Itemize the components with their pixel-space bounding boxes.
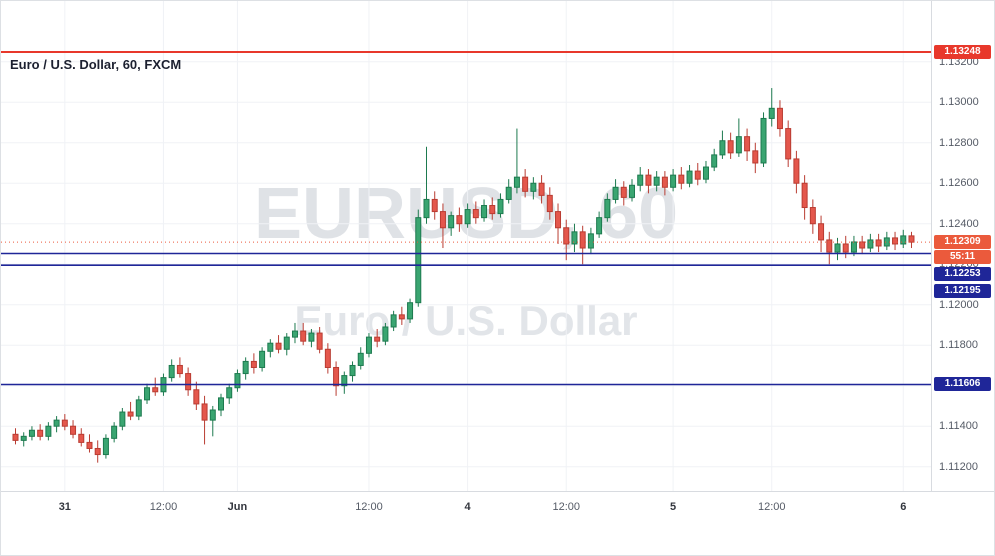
time-tick-label: 12:00	[355, 501, 383, 513]
price-axis[interactable]: 1.13248 1.12309 55:11 1.12253 1.12195 1.…	[931, 1, 994, 491]
time-tick-label: 12:00	[149, 501, 178, 513]
candles-layer	[12, 88, 915, 463]
levels-layer[interactable]	[1, 51, 931, 386]
price-chart[interactable]	[1, 1, 931, 491]
last-price-label: 1.12309	[934, 235, 991, 250]
price-tick-label: 1.11400	[939, 420, 978, 433]
price-tick-label: 1.12600	[939, 177, 979, 190]
time-tick-label: 6	[900, 501, 907, 513]
grid-layer	[1, 1, 931, 491]
time-tick-label: 5	[670, 501, 677, 513]
resistance-price-label[interactable]: 1.13248	[934, 45, 991, 60]
time-tick-label: 12:00	[757, 501, 786, 513]
time-tick-label: 4	[464, 501, 471, 513]
support-price-label[interactable]: 1.12253	[934, 267, 991, 282]
price-tick-label: 1.12800	[939, 136, 979, 149]
price-tick-label: 1.12400	[939, 217, 979, 230]
price-tick-label: 1.12000	[939, 298, 979, 311]
price-tick-label: 1.11800	[939, 339, 978, 352]
price-tick-label: 1.11200	[939, 460, 978, 473]
price-tick-label: 1.13000	[939, 96, 979, 109]
bar-close-countdown-label: 55:11	[934, 250, 991, 265]
time-axis[interactable]: 31 12:00 Jun 12:00 4 12:00 5 12:00 6	[1, 491, 994, 555]
support-price-label[interactable]: 1.12195	[934, 284, 991, 299]
symbol-legend[interactable]: Euro / U.S. Dollar, 60, FXCM	[10, 57, 182, 72]
time-tick-label: Jun	[227, 501, 248, 513]
time-tick-label: 31	[58, 501, 71, 513]
time-tick-label: 12:00	[552, 501, 580, 513]
support-price-label[interactable]: 1.11606	[934, 377, 991, 392]
